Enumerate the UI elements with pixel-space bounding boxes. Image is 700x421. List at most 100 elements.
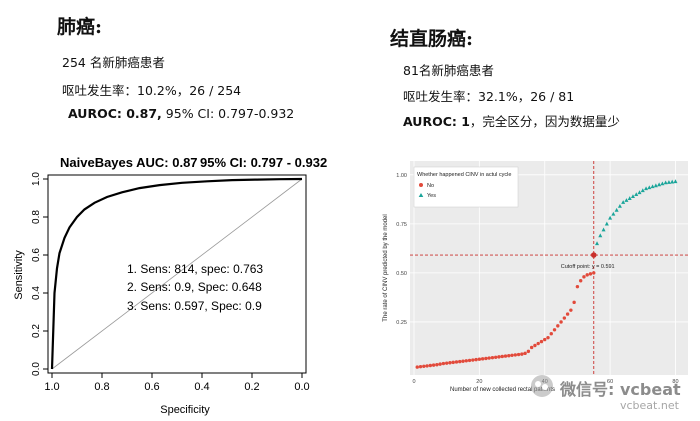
scatter-point-no <box>520 352 524 356</box>
scatter-point-yes <box>598 233 603 238</box>
scatter-point-no <box>523 351 527 356</box>
scatter-point-no <box>444 361 449 365</box>
scatter-y-tick-label: 0.50 <box>396 271 407 277</box>
wechat-icon <box>531 375 553 397</box>
scatter-point-no <box>507 353 511 358</box>
cutoff-label: Cutoff point: y = 0.591 <box>561 264 615 270</box>
roc-ylabel: Sensitivity <box>13 250 25 300</box>
scatter-point-no <box>497 355 501 359</box>
scatter-point-no <box>543 337 547 342</box>
scatter-point-no <box>539 339 544 344</box>
scatter-point-yes <box>611 211 616 216</box>
scatter-point-no <box>451 360 455 365</box>
scatter-point-no <box>467 358 472 363</box>
scatter-point-yes <box>650 184 655 189</box>
roc-y-tick-label: 0.0 <box>31 362 42 376</box>
roc-annotation-3: 3. Sens: 0.597, Spec: 0.9 <box>127 299 262 313</box>
scatter-point-no <box>529 345 534 350</box>
roc-y-tick-label: 0.8 <box>31 210 42 224</box>
scatter-point-yes <box>666 180 671 184</box>
colorectal-auroc-label: AUROC: 1 <box>403 114 470 129</box>
scatter-point-no <box>549 332 553 336</box>
scatter-point-yes <box>624 198 629 202</box>
watermark-text: 微信号: vcbeat <box>560 380 681 399</box>
scatter-point-no <box>592 271 596 275</box>
scatter-point-no <box>484 356 488 361</box>
roc-plot-frame <box>47 174 307 374</box>
lung-auroc-line: AUROC: 0.87, 95% CI: 0.797-0.932 <box>68 106 294 121</box>
scatter-point-yes <box>644 186 649 191</box>
scatter-y-tick-label: 0.25 <box>396 320 407 326</box>
watermark-domain: vcbeat.net <box>620 399 679 412</box>
scatter-point-no <box>415 365 419 369</box>
roc-y-tick-label: 0.6 <box>31 248 42 262</box>
scatter-point-yes <box>660 181 665 186</box>
lung-auroc-label: AUROC: 0.87, <box>68 106 162 121</box>
scatter-x-tick-label: 60 <box>607 379 613 385</box>
scatter-point-no <box>546 335 550 340</box>
scatter-point-yes <box>595 241 600 246</box>
scatter-point-no <box>458 359 462 364</box>
scatter-point-no <box>578 279 583 283</box>
scatter-point-no <box>585 273 589 277</box>
scatter-point-no <box>438 362 442 366</box>
scatter-point-yes <box>601 227 606 232</box>
scatter-point-yes <box>630 194 635 198</box>
roc-x-tick-label: 0.4 <box>194 381 209 393</box>
colorectal-cancer-title: 结直肠癌: <box>390 28 474 50</box>
scatter-y-tick-label: 1.00 <box>396 173 407 179</box>
roc-x-tick-label: 0.6 <box>144 381 159 393</box>
scatter-point-no <box>431 363 436 367</box>
roc-xlabel: Specificity <box>160 404 210 416</box>
scatter-point-yes <box>637 190 642 195</box>
colorectal-auroc-note: ，完全区分，因为数据量少 <box>469 114 620 129</box>
legend-no-marker <box>419 183 423 187</box>
scatter-point-no <box>582 275 586 279</box>
roc-y-tick-label: 0.2 <box>31 324 42 338</box>
roc-title: NaiveBayes AUC: 0.87 <box>60 155 198 170</box>
scatter-point-no <box>562 316 567 320</box>
scatter-point-no <box>588 272 593 276</box>
scatter-point-no <box>422 364 426 368</box>
scatter-point-no <box>500 354 504 359</box>
scatter-point-no <box>503 354 508 358</box>
roc-x-tick-label: 0.2 <box>244 381 259 393</box>
scatter-point-no <box>418 364 423 369</box>
scatter-point-no <box>454 360 459 364</box>
roc-x-tick-label: 0.8 <box>94 381 109 393</box>
scatter-point-no <box>471 358 475 362</box>
scatter-point-no <box>480 357 485 361</box>
scatter-point-no <box>490 355 495 360</box>
scatter-point-no <box>474 357 478 362</box>
scatter-point-no <box>435 363 439 367</box>
scatter-point-yes <box>634 192 639 197</box>
scatter-point-no <box>464 359 468 363</box>
cutoff-point-marker <box>590 252 597 258</box>
roc-y-tick-label: 1.0 <box>31 172 42 186</box>
colorectal-patients-line: 81名新肺癌患者 <box>403 63 494 78</box>
scatter-ylabel: The rate of CINV predicted by the model <box>383 214 389 321</box>
scatter-point-no <box>487 356 491 360</box>
scatter-x-tick-label: 80 <box>672 379 678 385</box>
scatter-point-no <box>477 357 482 361</box>
scatter-point-no <box>428 363 433 368</box>
scatter-point-no <box>569 308 573 312</box>
scatter-point-no <box>536 341 540 346</box>
legend-yes-label: Yes <box>427 193 436 199</box>
roc-x-tick-label: 0.0 <box>294 381 309 393</box>
scatter-legend-box <box>413 166 519 208</box>
roc-x-tick-label: 1.0 <box>44 381 59 393</box>
scatter-x-tick-label: 20 <box>476 379 482 385</box>
scatter-point-no <box>516 352 521 357</box>
scatter-point-yes <box>621 200 626 204</box>
scatter-x-tick-label: 0 <box>412 379 415 385</box>
scatter-point-yes <box>663 180 668 185</box>
scatter-point-yes <box>673 179 678 184</box>
scatter-point-no <box>461 359 465 363</box>
scatter-point-no <box>565 312 570 316</box>
cinv-scatter-chart: 0204060800.250.500.751.00 Cutoff point: … <box>383 161 688 393</box>
scatter-point-yes <box>653 183 658 188</box>
scatter-point-no <box>533 343 537 348</box>
lung-vomit-rate-line: 呕吐发生率：10.2%，26 / 254 <box>62 83 242 98</box>
scatter-point-no <box>575 284 580 289</box>
